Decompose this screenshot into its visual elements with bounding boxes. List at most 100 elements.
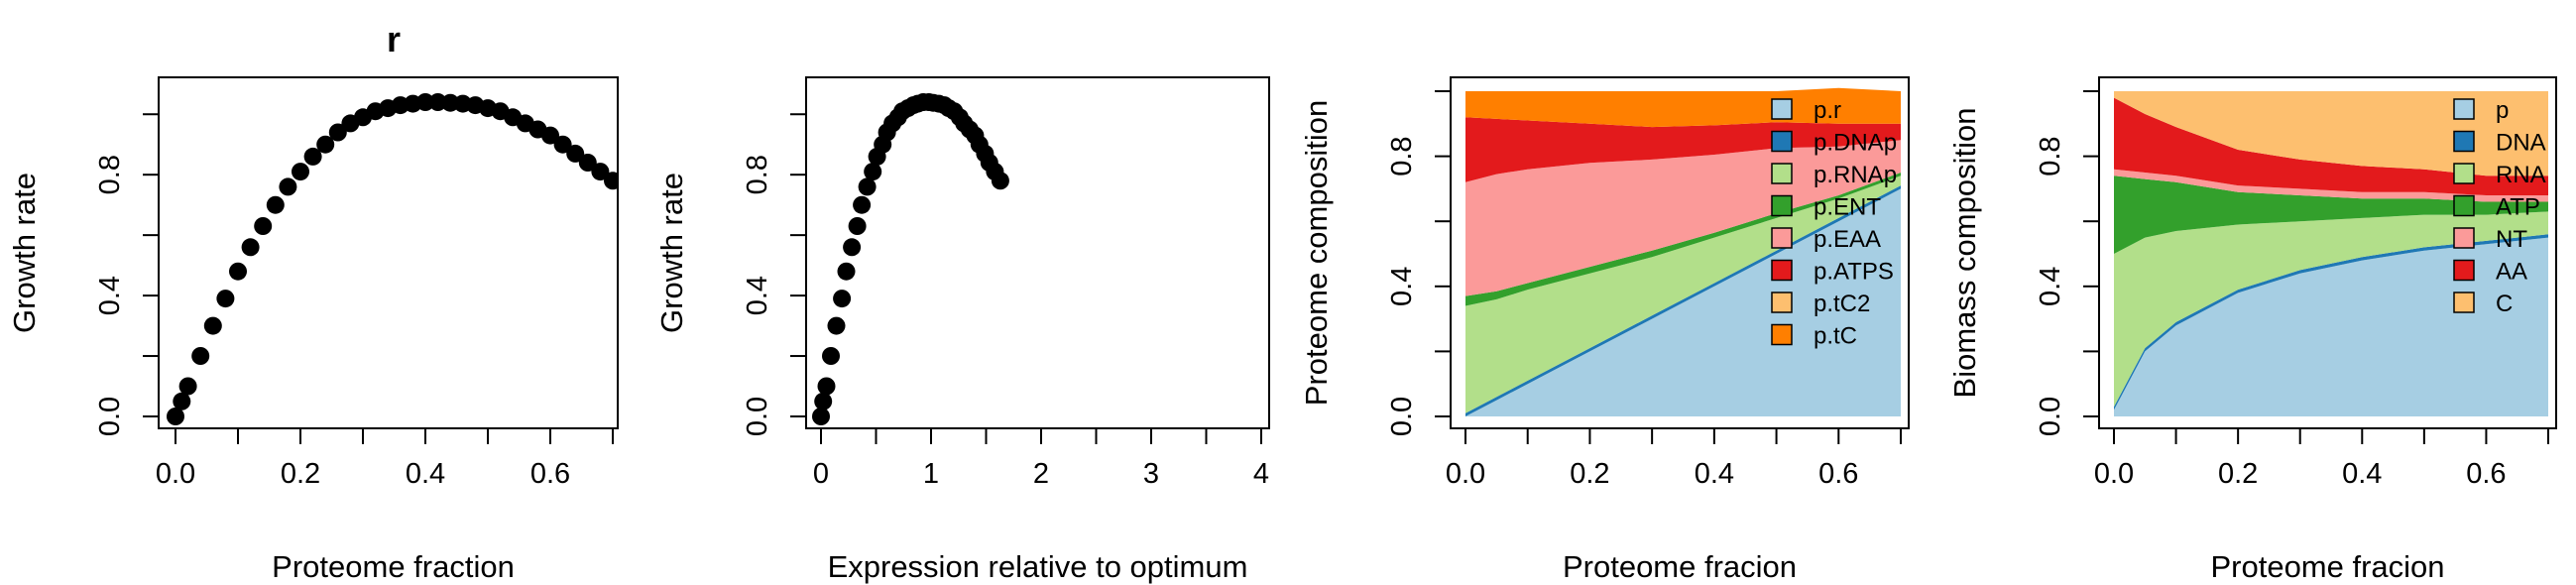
y-tick-label: 0.4 bbox=[2035, 267, 2066, 306]
x-axis-label: Proteome fraction bbox=[272, 549, 515, 584]
data-point bbox=[229, 262, 247, 281]
data-point bbox=[203, 316, 222, 335]
y-tick-label: 0.0 bbox=[1386, 397, 1418, 436]
data-point bbox=[416, 93, 434, 111]
y-tick-label: 0.4 bbox=[94, 276, 126, 315]
x-tick-label: 0.2 bbox=[2218, 458, 2258, 490]
data-point bbox=[822, 347, 840, 365]
legend-label: AA bbox=[2496, 259, 2527, 286]
area-p bbox=[2114, 237, 2548, 416]
x-axis-label: Expression relative to optimum bbox=[828, 549, 1248, 584]
data-point bbox=[254, 217, 273, 235]
legend-label: C bbox=[2496, 291, 2513, 317]
legend-swatch bbox=[2453, 163, 2475, 184]
legend-swatch bbox=[2453, 130, 2475, 153]
data-point bbox=[316, 135, 335, 154]
data-point bbox=[848, 217, 867, 235]
x-tick-label: 0.6 bbox=[530, 458, 570, 490]
x-tick-label: 0.0 bbox=[2094, 458, 2134, 490]
area-p-r bbox=[1465, 188, 1901, 416]
data-point bbox=[843, 238, 862, 257]
y-tick-label: 0.8 bbox=[2035, 136, 2066, 176]
legend-label: p.EAA bbox=[1814, 226, 1881, 253]
legend-swatch bbox=[2453, 259, 2475, 282]
x-tick-label: 0.2 bbox=[1570, 458, 1609, 490]
plot-area bbox=[167, 93, 618, 425]
y-tick-label: 0.8 bbox=[1386, 136, 1418, 176]
legend-label: p.tC bbox=[1814, 323, 1857, 350]
data-point bbox=[241, 238, 260, 257]
x-axis-label: Proteome fracion bbox=[2210, 549, 2444, 584]
legend-label: p.ENT bbox=[1814, 194, 1881, 221]
data-point bbox=[858, 177, 877, 196]
chart-title: r bbox=[387, 19, 401, 59]
data-point bbox=[591, 163, 610, 181]
data-point bbox=[817, 377, 836, 396]
data-point bbox=[541, 126, 559, 145]
y-tick-label: 0.0 bbox=[94, 397, 126, 436]
x-tick-label: 0.0 bbox=[156, 458, 195, 490]
legend-swatch bbox=[1771, 98, 1793, 120]
data-point bbox=[303, 147, 322, 166]
data-point bbox=[604, 172, 618, 190]
plot-frame bbox=[2098, 76, 2557, 429]
area-aa bbox=[2114, 97, 2548, 195]
y-tick-label: 0.4 bbox=[742, 276, 773, 315]
x-tick-label: 0.4 bbox=[2342, 458, 2382, 490]
chart-panel-2: 0 1 2 3 4 0.0 0.4 0.8 Expression relative to opt… bbox=[654, 76, 1270, 584]
legend-label: NT bbox=[2496, 226, 2527, 253]
legend-label: RNA bbox=[2496, 162, 2546, 188]
plot-area bbox=[812, 93, 1009, 425]
legend-swatch bbox=[1771, 323, 1793, 346]
legend-swatch bbox=[2453, 227, 2475, 249]
x-tick-label: 0.4 bbox=[1695, 458, 1734, 490]
legend-label: ATP bbox=[2496, 194, 2540, 221]
x-tick-label: 2 bbox=[1033, 458, 1049, 490]
x-tick-label: 1 bbox=[923, 458, 939, 490]
x-tick-label: 0.4 bbox=[406, 458, 445, 490]
legend-swatch bbox=[2453, 292, 2475, 313]
data-point bbox=[216, 290, 235, 308]
y-tick-label: 0.4 bbox=[1386, 267, 1418, 306]
data-point bbox=[833, 290, 852, 308]
area-c bbox=[2114, 91, 2548, 176]
chart-panel-4: 0.0 0.2 0.4 0.6 0.0 0.4 0.8 Proteome fracion Bio… bbox=[1947, 76, 2557, 584]
legend: p DNA RNA ATP NT AA C bbox=[2453, 97, 2546, 317]
data-point bbox=[864, 163, 882, 181]
data-point bbox=[812, 408, 830, 425]
data-point bbox=[279, 177, 297, 196]
y-axis-label: Proteome composition bbox=[1299, 100, 1334, 406]
legend-swatch bbox=[2453, 194, 2475, 217]
legend-swatch bbox=[1771, 163, 1793, 184]
chart-panel-3: 0.0 0.2 0.4 0.6 0.0 0.4 0.8 Proteome fracion Pro… bbox=[1299, 76, 1910, 584]
area-nt bbox=[2114, 169, 2548, 202]
data-point bbox=[328, 123, 347, 142]
legend-swatch bbox=[2453, 98, 2475, 120]
legend-label: p.ATPS bbox=[1814, 259, 1894, 286]
y-axis-label: Biomass composition bbox=[1947, 108, 1982, 399]
data-point bbox=[566, 144, 585, 163]
data-point bbox=[814, 392, 833, 410]
x-tick-label: 0.6 bbox=[1818, 458, 1858, 490]
plot-frame bbox=[805, 76, 1270, 429]
x-axis-label: Proteome fracion bbox=[1563, 549, 1797, 584]
y-tick-label: 0.8 bbox=[742, 155, 773, 194]
x-tick-label: 0.2 bbox=[281, 458, 320, 490]
legend-swatch bbox=[1771, 292, 1793, 313]
y-tick-label: 0.0 bbox=[2035, 397, 2066, 436]
data-point bbox=[578, 154, 597, 172]
legend-swatch bbox=[1771, 259, 1793, 282]
data-point bbox=[553, 135, 572, 154]
data-point bbox=[292, 163, 309, 181]
area-p-ent bbox=[1465, 173, 1901, 306]
data-point bbox=[167, 408, 184, 425]
data-point bbox=[853, 195, 872, 214]
legend-label: DNA bbox=[2496, 130, 2546, 157]
legend-label: p.r bbox=[1814, 97, 1841, 124]
area-rna bbox=[2114, 211, 2548, 408]
y-axis-label: Growth rate bbox=[654, 173, 689, 333]
data-point bbox=[837, 262, 856, 281]
data-point bbox=[178, 377, 197, 396]
data-point bbox=[827, 316, 846, 335]
